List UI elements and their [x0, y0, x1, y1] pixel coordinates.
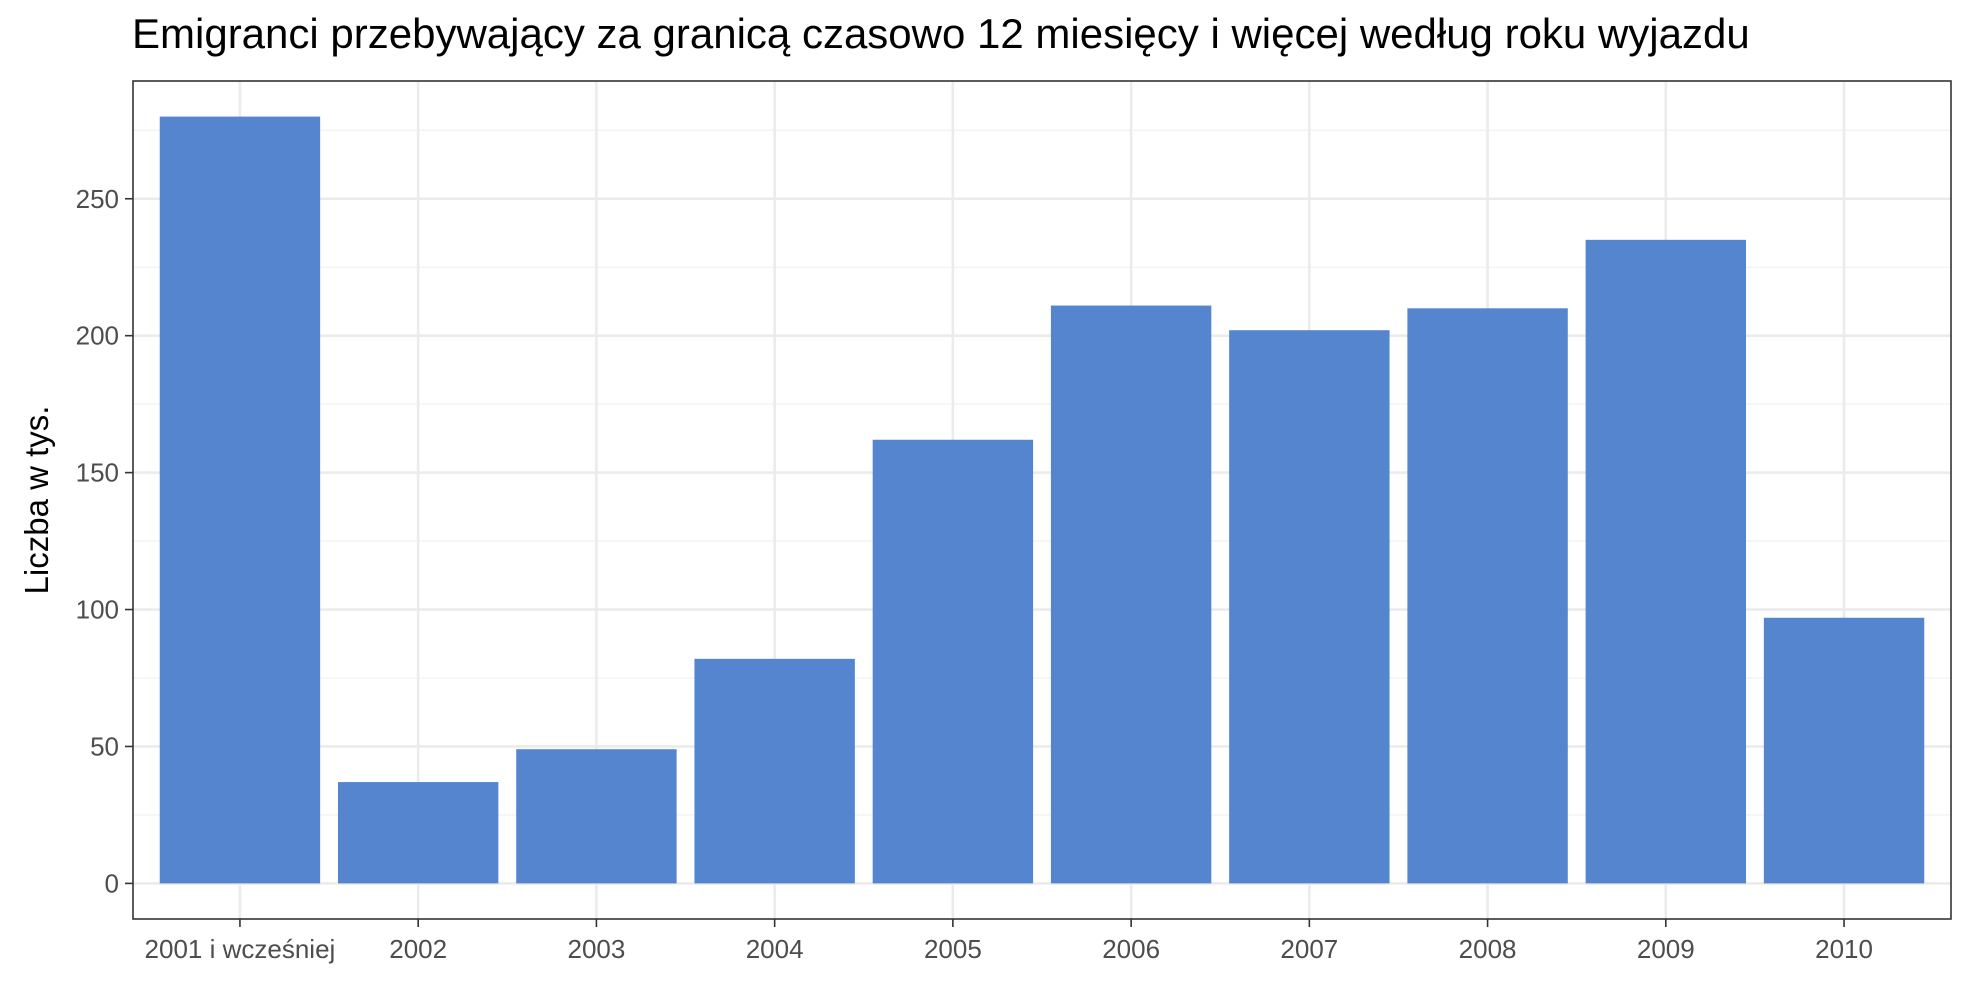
x-tick-label: 2006 [1102, 934, 1160, 964]
x-axis: 2001 i wcześniej 2002 2003 2004 2005 2006 2007… [145, 919, 1873, 964]
bar [1585, 239, 1747, 884]
chart-title: Emigranci przebywający za granicą czasow… [132, 10, 1750, 57]
y-axis: 0 50 100 150 200 250 [76, 184, 133, 898]
x-tick-label: 2004 [746, 934, 804, 964]
bar [1407, 308, 1568, 884]
bar [872, 439, 1034, 884]
y-tick-label: 0 [105, 868, 119, 898]
y-axis-title: Liczba w tys. [18, 406, 55, 595]
bar [1763, 617, 1925, 884]
bar [516, 749, 677, 884]
x-tick-label: 2005 [924, 934, 982, 964]
x-tick-label: 2003 [567, 934, 625, 964]
bar [694, 658, 855, 884]
x-tick-label: 2001 i wcześniej [145, 934, 336, 964]
bar [159, 116, 321, 884]
x-tick-label: 2002 [389, 934, 447, 964]
y-tick-label: 200 [76, 321, 119, 351]
bars [159, 116, 1925, 884]
x-tick-label: 2008 [1459, 934, 1517, 964]
y-tick-label: 150 [76, 458, 119, 488]
y-tick-label: 50 [90, 731, 119, 761]
panel-border [132, 80, 1952, 920]
x-tick-label: 2009 [1637, 934, 1695, 964]
y-tick-label: 100 [76, 595, 119, 625]
x-tick-label: 2010 [1815, 934, 1873, 964]
bar [1050, 305, 1212, 884]
bar [337, 782, 499, 884]
x-tick-label: 2007 [1280, 934, 1338, 964]
bar [1229, 330, 1390, 884]
y-tick-label: 250 [76, 184, 119, 214]
